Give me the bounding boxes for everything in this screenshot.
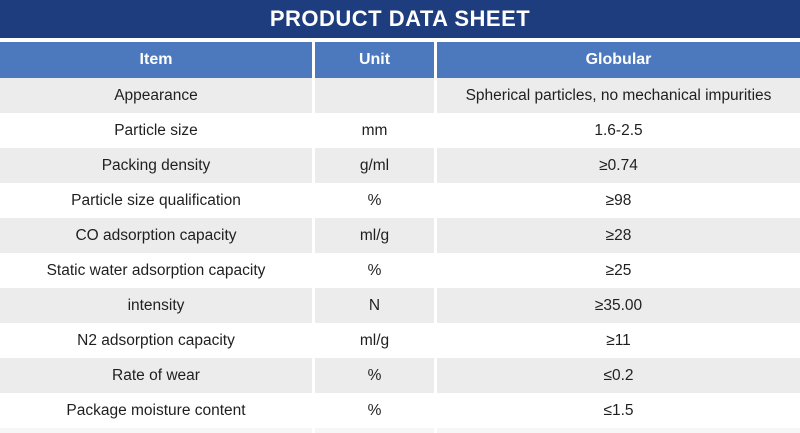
page-title: PRODUCT DATA SHEET — [269, 6, 531, 31]
value-cell: ≥35.00 — [437, 288, 800, 323]
value-cell: ≥25 — [437, 253, 800, 288]
item-cell: Particle size — [0, 113, 312, 148]
value-cell: ≤1.5 — [437, 393, 800, 428]
column-header-item: Item — [0, 42, 312, 78]
table-row: Particle size qualification% ≥98 — [0, 183, 800, 218]
unit-cell: g/ml — [315, 148, 434, 183]
item-cell: Packing density — [0, 148, 312, 183]
column-header-unit: Unit — [315, 42, 434, 78]
item-cell: CO adsorption capacity — [0, 218, 312, 253]
table-row: Package moisture content% ≤1.5 — [0, 393, 800, 428]
table-body: Appearance Spherical particles, no mechan… — [0, 78, 800, 428]
item-cell: Package moisture content — [0, 393, 312, 428]
unit-cell: % — [315, 393, 434, 428]
title-bar: PRODUCT DATA SHEET — [0, 0, 800, 38]
table-header-row: Item Unit Globular — [0, 42, 800, 78]
title-divider — [0, 38, 800, 42]
column-header-globular: Globular — [437, 42, 800, 78]
item-cell: N2 adsorption capacity — [0, 323, 312, 358]
table-row: intensity N ≥35.00 — [0, 288, 800, 323]
value-cell: ≥98 — [437, 183, 800, 218]
item-cell: Static water adsorption capacity — [0, 253, 312, 288]
value-cell: 1.6-2.5 — [437, 113, 800, 148]
table-row: CO adsorption capacity ml/g ≥28 — [0, 218, 800, 253]
table-row: Rate of wear% ≤0.2 — [0, 358, 800, 393]
value-cell: ≥11 — [437, 323, 800, 358]
item-cell: Rate of wear — [0, 358, 312, 393]
table-row: N2 adsorption capacity ml/g ≥11 — [0, 323, 800, 358]
unit-cell: ml/g — [315, 323, 434, 358]
value-cell: Spherical particles, no mechanical impur… — [437, 78, 800, 113]
unit-cell: % — [315, 358, 434, 393]
item-cell: Particle size qualification — [0, 183, 312, 218]
unit-cell: % — [315, 183, 434, 218]
table-row: Static water adsorption capacity% ≥25 — [0, 253, 800, 288]
unit-cell — [315, 78, 434, 113]
value-cell: ≥28 — [437, 218, 800, 253]
item-cell: intensity — [0, 288, 312, 323]
table-row: Particle size mm 1.6-2.5 — [0, 113, 800, 148]
unit-cell: ml/g — [315, 218, 434, 253]
item-cell: Appearance — [0, 78, 312, 113]
value-cell: ≤0.2 — [437, 358, 800, 393]
table-row: Appearance Spherical particles, no mechan… — [0, 78, 800, 113]
unit-cell: % — [315, 253, 434, 288]
value-cell: ≥0.74 — [437, 148, 800, 183]
partial-next-row — [0, 428, 800, 433]
table-row: Packing density g/ml ≥0.74 — [0, 148, 800, 183]
unit-cell: mm — [315, 113, 434, 148]
unit-cell: N — [315, 288, 434, 323]
